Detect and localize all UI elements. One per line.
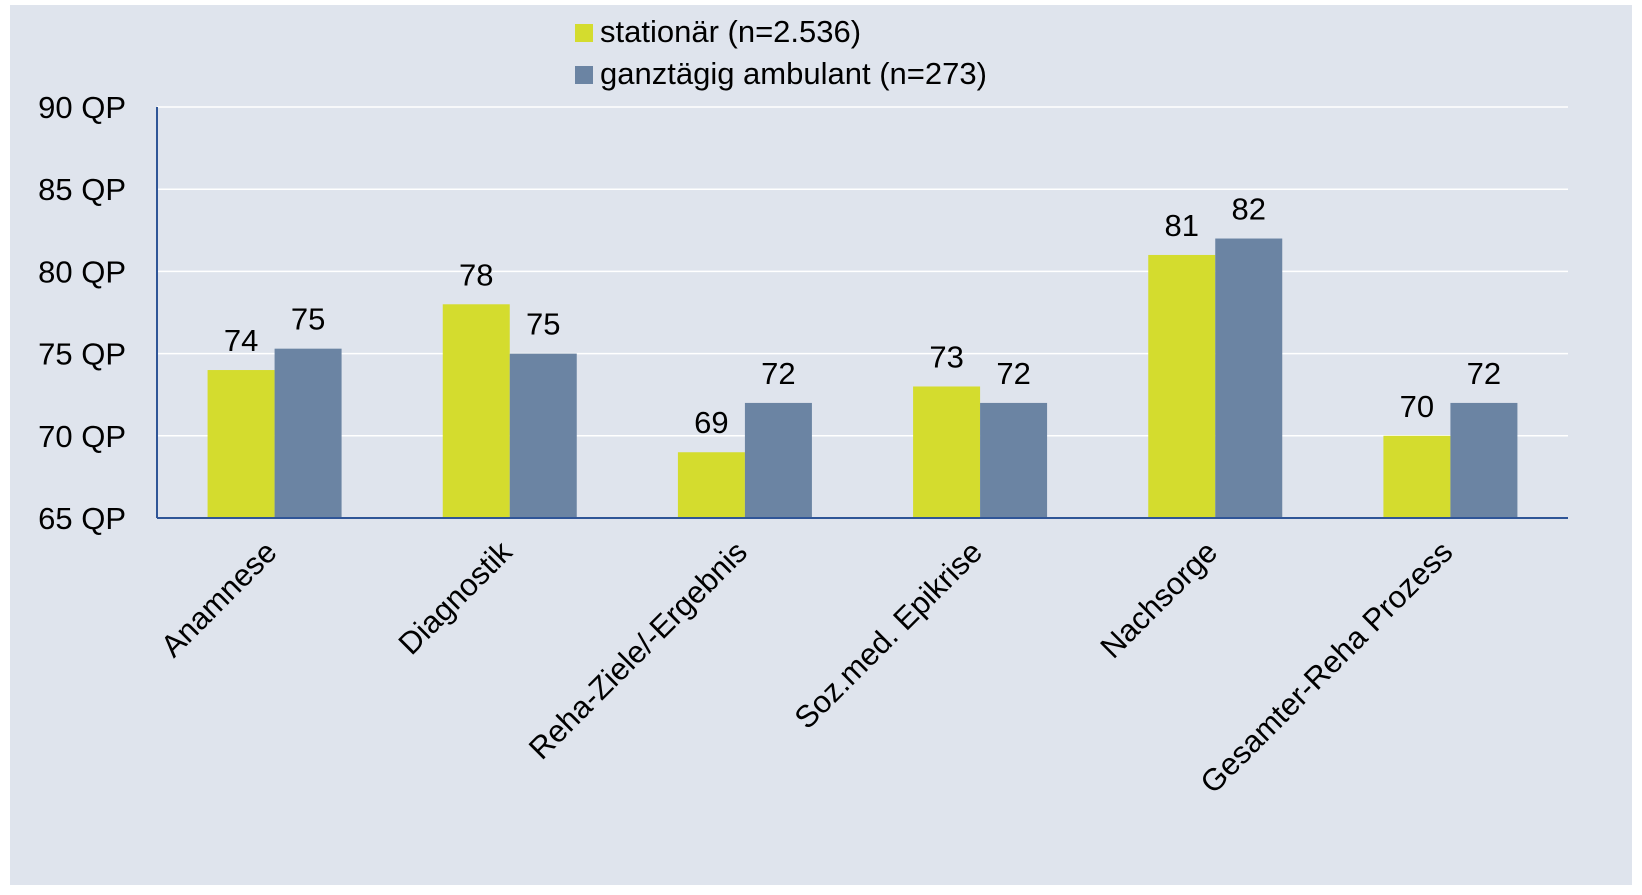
x-tick-label: Anamnese xyxy=(154,534,284,664)
x-tick-label: Soz.med. Epikrise xyxy=(788,534,989,735)
legend-label: ganztägig ambulant (n=273) xyxy=(600,56,987,91)
bar-stationaer xyxy=(442,304,510,518)
legend-label: stationär (n=2.536) xyxy=(600,14,861,49)
legend-swatch xyxy=(575,24,593,42)
data-label: 70 xyxy=(1400,389,1434,424)
data-label: 81 xyxy=(1165,208,1199,243)
bar-stationaer xyxy=(207,370,275,518)
x-tick-label: Gesamter-Reha Prozess xyxy=(1193,534,1459,800)
bar-chart: 65 QP 70 QP 75 QP 80 QP 85 QP 90 QP 74 75 78 75 6… xyxy=(38,14,1568,800)
bar-stationaer xyxy=(913,386,981,518)
y-tick-label: 90 QP xyxy=(38,90,126,125)
axes xyxy=(156,107,1568,519)
bar-ambulant xyxy=(274,348,342,518)
data-label: 75 xyxy=(526,307,560,342)
bar-stationaer xyxy=(1383,435,1451,518)
data-label: 72 xyxy=(1467,356,1501,391)
x-axis-labels: Anamnese Diagnostik Reha-Ziele/-Ergebnis So… xyxy=(154,534,1459,800)
bars xyxy=(207,238,1518,518)
bar-ambulant xyxy=(509,353,577,518)
y-axis-ticks: 65 QP 70 QP 75 QP 80 QP 85 QP 90 QP xyxy=(38,90,126,536)
y-tick-label: 85 QP xyxy=(38,172,126,207)
bar-ambulant xyxy=(980,402,1048,518)
gridlines xyxy=(157,106,1568,437)
y-tick-label: 65 QP xyxy=(38,501,126,536)
data-label: 69 xyxy=(694,405,728,440)
bar-stationaer xyxy=(1148,254,1216,518)
bar-ambulant xyxy=(1450,402,1518,518)
data-label: 82 xyxy=(1232,192,1266,227)
data-label: 74 xyxy=(224,323,258,358)
y-tick-label: 75 QP xyxy=(38,337,126,372)
legend: stationär (n=2.536) ganztägig ambulant (n… xyxy=(575,14,987,91)
x-tick-label: Diagnostik xyxy=(392,534,519,661)
data-label: 72 xyxy=(996,356,1030,391)
data-labels: 74 75 78 75 69 72 73 72 81 82 70 72 xyxy=(224,192,1501,441)
x-tick-label: Reha-Ziele/-Ergebnis xyxy=(522,534,754,766)
bar-stationaer xyxy=(677,452,745,518)
y-tick-label: 80 QP xyxy=(38,254,126,289)
data-label: 75 xyxy=(291,302,325,337)
y-tick-label: 70 QP xyxy=(38,419,126,454)
bar-ambulant xyxy=(744,402,812,518)
bar-ambulant xyxy=(1215,238,1283,518)
data-label: 73 xyxy=(929,339,963,374)
legend-swatch xyxy=(575,66,593,84)
data-label: 78 xyxy=(459,257,493,292)
x-tick-label: Nachsorge xyxy=(1093,534,1224,665)
chart-panel: 65 QP 70 QP 75 QP 80 QP 85 QP 90 QP 74 75 78 75 6… xyxy=(10,5,1632,885)
data-label: 72 xyxy=(761,356,795,391)
